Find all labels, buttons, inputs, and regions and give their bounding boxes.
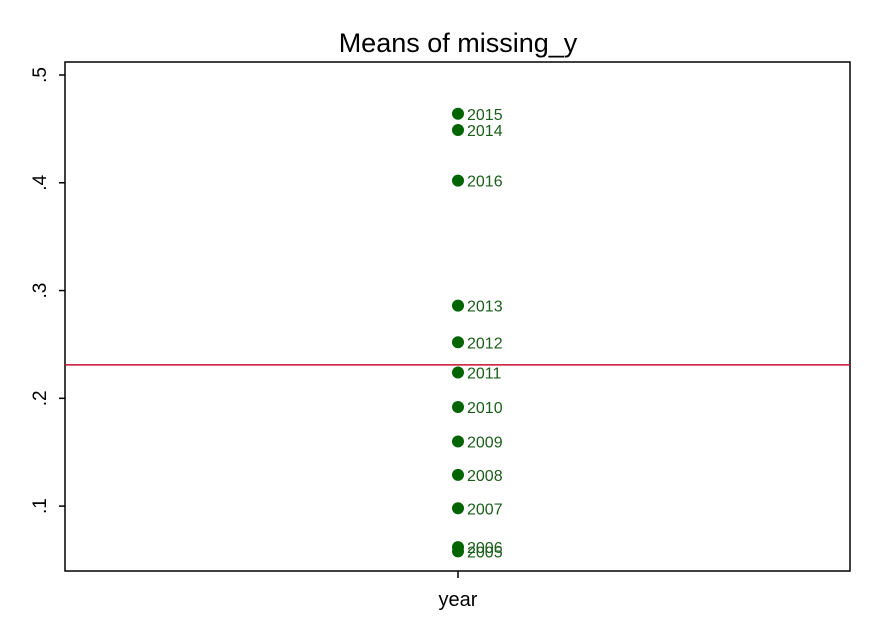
y-tick-label: .5 bbox=[30, 67, 51, 83]
data-point-label: 2015 bbox=[467, 107, 503, 124]
data-point-label: 2008 bbox=[467, 468, 503, 485]
x-category-label: year bbox=[439, 589, 478, 611]
data-point-label: 2010 bbox=[467, 400, 503, 417]
x-axis: year bbox=[439, 571, 478, 611]
data-point bbox=[452, 107, 464, 120]
data-point-label: 2005 bbox=[467, 544, 503, 561]
data-point-label: 2014 bbox=[467, 123, 503, 140]
chart-title: Means of missing_y bbox=[339, 28, 578, 58]
data-point-label: 2016 bbox=[467, 174, 503, 191]
data-point bbox=[452, 366, 464, 379]
y-tick-label: .3 bbox=[30, 283, 51, 299]
data-point-label: 2012 bbox=[467, 335, 503, 352]
data-point-label: 2013 bbox=[467, 299, 503, 316]
data-point bbox=[452, 468, 464, 481]
data-point-label: 2009 bbox=[467, 434, 503, 451]
y-tick-label: .1 bbox=[30, 498, 51, 514]
data-point-label: 2006 bbox=[467, 540, 503, 557]
data-point bbox=[452, 299, 464, 312]
data-point-label: 2011 bbox=[467, 365, 502, 382]
y-tick-label: .2 bbox=[30, 390, 51, 406]
data-point bbox=[452, 541, 464, 554]
data-point-label: 2007 bbox=[467, 501, 503, 518]
data-point bbox=[452, 400, 464, 413]
data-point bbox=[452, 174, 464, 187]
data-point bbox=[452, 123, 464, 136]
data-point bbox=[452, 336, 464, 349]
data-point bbox=[452, 502, 464, 515]
y-tick-label: .4 bbox=[30, 174, 51, 190]
y-axis: .1 .2 .3 .4 .5 bbox=[30, 67, 65, 514]
data-point bbox=[452, 435, 464, 448]
